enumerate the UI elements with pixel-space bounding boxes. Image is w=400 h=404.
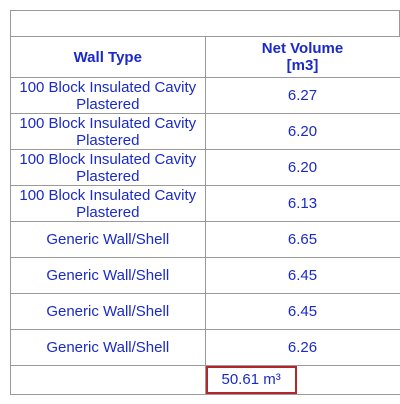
total-spacer-cell — [10, 365, 206, 395]
wall-type-label: Wall Type — [73, 48, 142, 66]
wall-type-cell[interactable]: Generic Wall/Shell — [10, 329, 206, 366]
table-row[interactable]: Generic Wall/Shell 6.45 — [10, 257, 400, 294]
header-row: Wall Type Net Volume [m3] — [10, 36, 400, 78]
net-volume-cell[interactable]: 6.45 — [204, 257, 400, 294]
total-row: 50.61 m³ — [10, 365, 400, 395]
wall-type-cell[interactable]: 100 Block Insulated Cavity Plastered — [10, 113, 206, 150]
net-volume-cell[interactable]: 6.20 — [204, 113, 400, 150]
net-volume-cell[interactable]: 6.26 — [204, 329, 400, 366]
table-row[interactable]: Generic Wall/Shell 6.65 — [10, 221, 400, 258]
net-volume-cell[interactable]: 6.27 — [204, 77, 400, 114]
net-volume-unit: [m3] — [286, 57, 319, 74]
schedule-sheet: Wall Type Net Volume [m3] 100 Block Insu… — [10, 10, 400, 396]
net-volume-cell[interactable]: 6.13 — [204, 185, 400, 222]
total-net-volume[interactable]: 50.61 m³ — [205, 366, 297, 394]
wall-type-cell[interactable]: 100 Block Insulated Cavity Plastered — [10, 77, 206, 114]
net-volume-label: Net Volume — [261, 40, 344, 57]
table-row[interactable]: 100 Block Insulated Cavity Plastered 6.2… — [10, 149, 400, 186]
wall-type-cell[interactable]: Generic Wall/Shell — [10, 221, 206, 258]
schedule-title — [10, 10, 400, 37]
total-cell[interactable]: 50.61 m³ — [204, 365, 400, 395]
wall-type-cell[interactable]: 100 Block Insulated Cavity Plastered — [10, 149, 206, 186]
table-row[interactable]: Generic Wall/Shell 6.26 — [10, 329, 400, 366]
wall-type-cell[interactable]: Generic Wall/Shell — [10, 257, 206, 294]
wall-type-cell[interactable]: 100 Block Insulated Cavity Plastered — [10, 185, 206, 222]
wall-schedule-table: Wall Type Net Volume [m3] 100 Block Insu… — [10, 10, 400, 395]
wall-type-cell[interactable]: Generic Wall/Shell — [10, 293, 206, 330]
schedule-title-row — [10, 10, 400, 37]
column-header-net-volume[interactable]: Net Volume [m3] — [204, 36, 400, 78]
net-volume-cell[interactable]: 6.45 — [204, 293, 400, 330]
column-header-wall-type[interactable]: Wall Type — [10, 36, 206, 78]
table-row[interactable]: 100 Block Insulated Cavity Plastered 6.2… — [10, 113, 400, 150]
table-row[interactable]: 100 Block Insulated Cavity Plastered 6.2… — [10, 77, 400, 114]
net-volume-cell[interactable]: 6.65 — [204, 221, 400, 258]
net-volume-cell[interactable]: 6.20 — [204, 149, 400, 186]
table-row[interactable]: 100 Block Insulated Cavity Plastered 6.1… — [10, 185, 400, 222]
table-row[interactable]: Generic Wall/Shell 6.45 — [10, 293, 400, 330]
